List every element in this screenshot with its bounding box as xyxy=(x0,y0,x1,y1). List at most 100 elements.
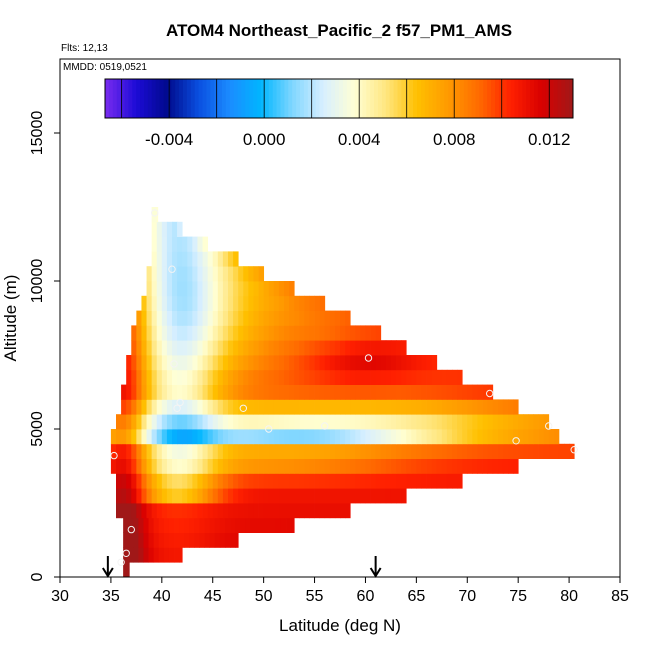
heatmap-cell xyxy=(172,488,178,504)
colorbar-segment xyxy=(249,79,254,118)
heatmap-cell xyxy=(406,399,412,415)
heatmap-cell xyxy=(187,458,193,474)
heatmap-cell xyxy=(161,340,168,356)
heatmap-cell xyxy=(214,517,221,533)
heatmap-cell xyxy=(324,310,331,326)
heatmap-cell xyxy=(467,399,473,415)
colorbar-segment xyxy=(300,79,305,118)
heatmap-cell xyxy=(334,503,341,519)
heatmap-cell xyxy=(197,399,203,415)
heatmap-cell xyxy=(172,443,178,459)
heatmap-cell xyxy=(360,399,366,415)
heatmap-cell xyxy=(263,399,270,415)
heatmap-cell xyxy=(228,488,234,504)
heatmap-cell xyxy=(291,517,295,533)
heatmap-cell xyxy=(238,429,244,445)
heatmap-cell xyxy=(141,369,147,385)
heatmap-cell xyxy=(446,443,453,459)
heatmap-cell xyxy=(141,355,147,371)
heatmap-cell xyxy=(128,562,130,578)
heatmap-cell xyxy=(370,355,377,371)
heatmap-cell xyxy=(172,295,178,311)
heatmap-cell xyxy=(128,547,134,563)
colorbar-segment xyxy=(151,79,157,118)
heatmap-cell xyxy=(228,310,234,326)
heatmap-cell xyxy=(396,355,402,371)
colorbar-segment xyxy=(147,79,153,118)
heatmap-cell xyxy=(136,369,142,385)
heatmap-cell xyxy=(278,429,285,445)
heatmap-cell xyxy=(182,384,188,400)
heatmap-cell xyxy=(238,503,244,519)
heatmap-cell xyxy=(284,458,290,474)
x-tick-label: 50 xyxy=(255,588,273,605)
heatmap-cell xyxy=(289,429,295,445)
heatmap-cell xyxy=(116,503,122,519)
heatmap-cell xyxy=(452,399,458,415)
heatmap-cell xyxy=(431,384,438,400)
colorbar-segment xyxy=(272,79,278,118)
heatmap-cell xyxy=(222,443,229,459)
heatmap-cell xyxy=(172,473,178,489)
heatmap-cell xyxy=(538,443,545,459)
colorbar-segment xyxy=(183,79,188,118)
heatmap-cell xyxy=(365,325,371,341)
heatmap-cell xyxy=(334,429,341,445)
colorbar-segment xyxy=(463,79,469,118)
heatmap-cell xyxy=(350,325,356,341)
colorbar-segment xyxy=(553,79,558,118)
heatmap-cell xyxy=(345,369,351,385)
heatmap-cell xyxy=(411,443,417,459)
heatmap-cell xyxy=(319,355,326,371)
heatmap-cell xyxy=(146,488,153,504)
heatmap-cell xyxy=(340,414,346,430)
heatmap-cell xyxy=(345,414,351,430)
heatmap-cell xyxy=(228,384,234,400)
heatmap-cell xyxy=(156,458,163,474)
heatmap-cell xyxy=(248,281,254,297)
heatmap-cell xyxy=(467,429,473,445)
heatmap-cell xyxy=(533,429,539,445)
heatmap-cell xyxy=(289,473,295,489)
heatmap-cell xyxy=(116,414,122,430)
colorbar-segment xyxy=(483,79,488,118)
heatmap-cell xyxy=(177,488,183,504)
heatmap-cell xyxy=(380,414,387,430)
heatmap-cell xyxy=(238,458,244,474)
heatmap-cell xyxy=(158,547,165,563)
heatmap-cell xyxy=(406,369,412,385)
heatmap-cell xyxy=(253,443,259,459)
heatmap-cell xyxy=(207,310,214,326)
heatmap-cell xyxy=(284,384,290,400)
heatmap-cell xyxy=(294,399,300,415)
sample-point xyxy=(486,389,494,398)
colorbar-segment xyxy=(218,79,223,118)
heatmap-cell xyxy=(248,399,254,415)
heatmap-cell xyxy=(138,517,144,533)
heatmap-cell xyxy=(187,340,193,356)
heatmap-cell xyxy=(253,310,259,326)
heatmap-cell xyxy=(268,325,275,341)
heatmap-cell xyxy=(166,281,173,297)
heatmap-cell xyxy=(187,355,193,371)
heatmap-cell xyxy=(141,340,147,356)
heatmap-cell xyxy=(319,473,326,489)
colorbar-segment xyxy=(518,79,523,118)
heatmap-cell xyxy=(334,473,341,489)
heatmap-cell xyxy=(233,369,239,385)
heatmap-cell xyxy=(350,355,356,371)
colorbar-segment xyxy=(362,79,367,118)
heatmap-cell xyxy=(243,281,249,297)
heatmap-cell xyxy=(416,384,422,400)
heatmap-cell xyxy=(131,429,137,445)
heatmap-cell xyxy=(421,473,427,489)
heatmap-cell xyxy=(202,384,209,400)
colorbar-segment xyxy=(417,79,422,118)
heatmap-cell xyxy=(324,429,331,445)
heatmap-cell xyxy=(138,532,144,548)
heatmap-cell xyxy=(340,473,346,489)
heatmap-cell xyxy=(441,369,448,385)
heatmap-cell xyxy=(248,429,254,445)
sample-point xyxy=(364,354,373,362)
